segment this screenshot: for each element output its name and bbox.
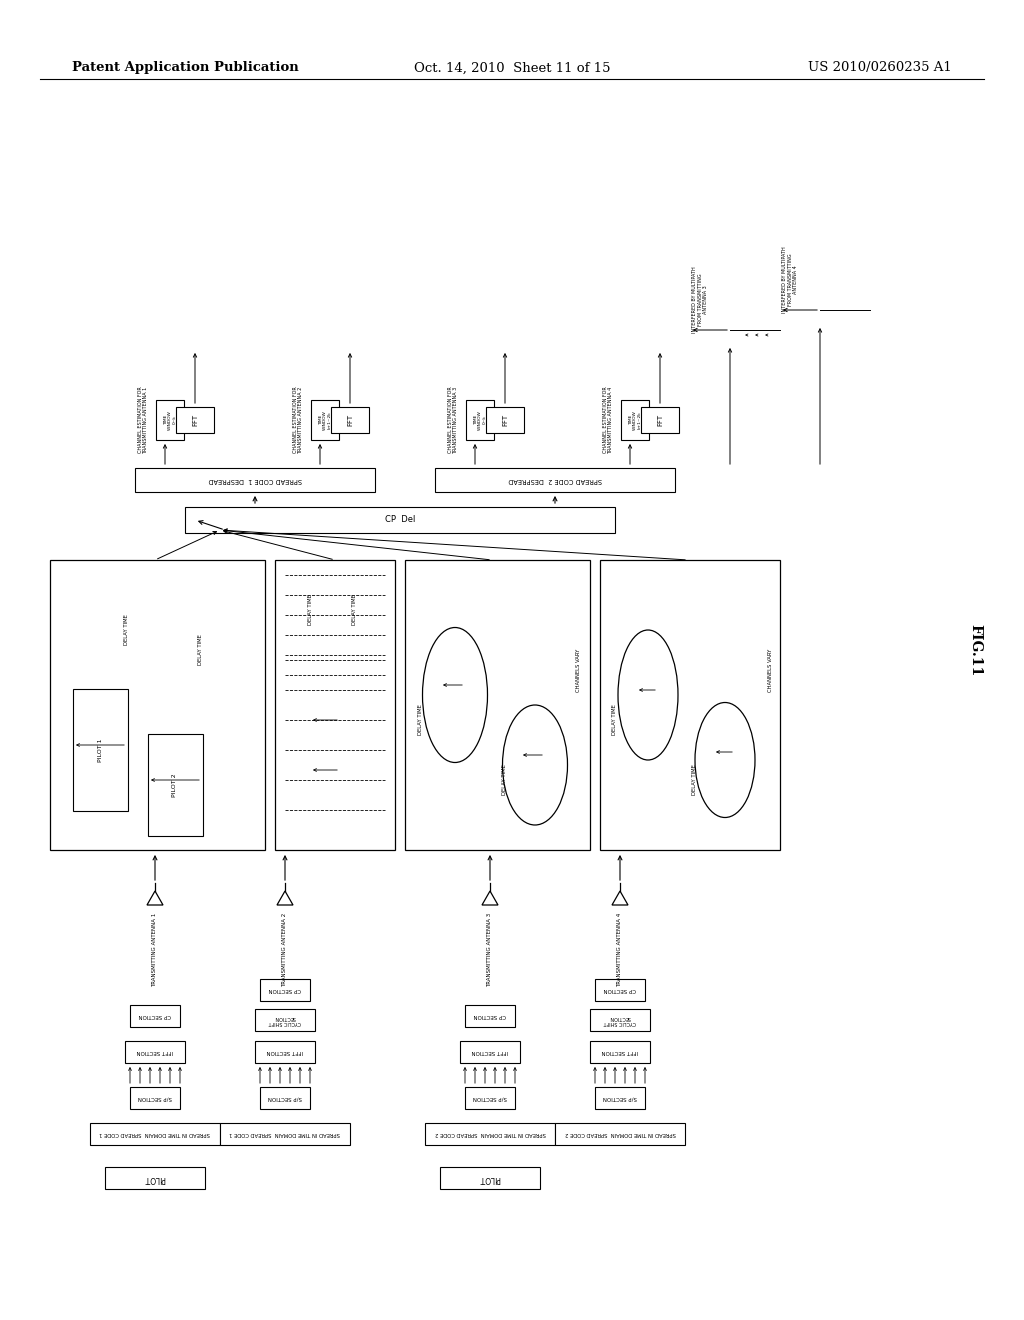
Text: S/P SECTION: S/P SECTION [603,1096,637,1101]
Text: FFT: FFT [502,414,508,426]
Bar [130,1086,180,1109]
Bar [465,1005,515,1027]
Text: DELAY TIME: DELAY TIME [307,594,312,626]
Text: SPREAD CODE 1  DESPREAD: SPREAD CODE 1 DESPREAD [208,477,302,483]
Text: CYCLIC SHIFT
SECTION: CYCLIC SHIFT SECTION [268,1015,301,1026]
Text: CP SECTION: CP SECTION [604,987,636,993]
Text: SPREAD IN TIME DOMAIN  SPREAD CODE 1: SPREAD IN TIME DOMAIN SPREAD CODE 1 [99,1131,211,1137]
Bar [460,1041,520,1063]
Text: Oct. 14, 2010  Sheet 11 of 15: Oct. 14, 2010 Sheet 11 of 15 [414,62,610,74]
Text: CHANNEL ESTIMATION FOR
TRANSMITTING ANTENNA 3: CHANNEL ESTIMATION FOR TRANSMITTING ANTE… [447,387,459,454]
Text: INTERFERED BY MULTIPATH
FROM TRANSMITTING
ANTENNA 3: INTERFERED BY MULTIPATH FROM TRANSMITTIN… [691,267,709,334]
Text: PILOT: PILOT [479,1173,501,1183]
Text: PILOT: PILOT [144,1173,166,1183]
Text: Patent Application Publication: Patent Application Publication [72,62,299,74]
Text: TRANSMITTING ANTENNA 4: TRANSMITTING ANTENNA 4 [617,913,623,987]
Bar [185,507,615,533]
Text: TRANSMITTING ANTENNA 1: TRANSMITTING ANTENNA 1 [153,913,158,987]
Bar [147,734,203,836]
Bar [130,1005,180,1027]
Text: CHANNELS VARY: CHANNELS VARY [768,648,772,692]
Text: CHANNEL ESTIMATION FOR
TRANSMITTING ANTENNA 1: CHANNEL ESTIMATION FOR TRANSMITTING ANTE… [137,387,148,454]
Bar [50,560,265,850]
Text: DELAY TIME: DELAY TIME [503,764,508,796]
Text: PILOT 1: PILOT 1 [97,738,102,762]
Bar [466,400,494,440]
Text: FFT: FFT [657,414,663,426]
Text: IFFT SECTION: IFFT SECTION [136,1049,173,1055]
Text: CP SECTION: CP SECTION [268,987,301,993]
Text: DELAY TIME: DELAY TIME [198,635,203,665]
Text: SPREAD IN TIME DOMAIN  SPREAD CODE 2: SPREAD IN TIME DOMAIN SPREAD CODE 2 [564,1131,676,1137]
Text: DELAY TIME: DELAY TIME [692,764,697,796]
Text: CYCLIC SHIFT
SECTION: CYCLIC SHIFT SECTION [604,1015,636,1026]
Text: TRANSMITTING ANTENNA 2: TRANSMITTING ANTENNA 2 [283,913,288,987]
Text: CHANNEL ESTIMATION FOR
TRANSMITTING ANTENNA 4: CHANNEL ESTIMATION FOR TRANSMITTING ANTE… [602,387,613,454]
Text: PILOT 2: PILOT 2 [172,774,177,797]
Bar [260,979,310,1001]
Bar [255,1008,315,1031]
Text: DELAY TIME: DELAY TIME [612,705,617,735]
Bar [311,400,339,440]
Text: SPREAD CODE 2  DESPREAD: SPREAD CODE 2 DESPREAD [508,477,602,483]
Bar [255,1041,315,1063]
Text: IFFT SECTION: IFFT SECTION [266,1049,303,1055]
Text: IFFT SECTION: IFFT SECTION [472,1049,508,1055]
Text: INTERFERED BY MULTIPATH
FROM TRANSMITTING
ANTENNA 4: INTERFERED BY MULTIPATH FROM TRANSMITTIN… [781,247,799,313]
Bar [260,1086,310,1109]
Bar [440,1167,540,1189]
Bar [590,1041,650,1063]
Bar [105,1167,205,1189]
Ellipse shape [423,627,487,763]
Text: CP  Del: CP Del [385,516,415,524]
Text: TIME
WINDOW
0~k: TIME WINDOW 0~k [474,411,486,430]
Text: TRANSMITTING ANTENNA 3: TRANSMITTING ANTENNA 3 [487,913,493,987]
Bar [621,400,649,440]
Bar [176,407,214,433]
Bar [486,407,524,433]
Bar [406,560,590,850]
Text: TIME
WINDOW
k+1~2k: TIME WINDOW k+1~2k [629,411,641,430]
Bar [595,1086,645,1109]
Bar [595,979,645,1001]
Bar [90,1123,220,1144]
Text: SPREAD IN TIME DOMAIN  SPREAD CODE 2: SPREAD IN TIME DOMAIN SPREAD CODE 2 [434,1131,546,1137]
Text: S/P SECTION: S/P SECTION [268,1096,302,1101]
Text: S/P SECTION: S/P SECTION [473,1096,507,1101]
Bar [590,1008,650,1031]
Text: FFT: FFT [347,414,353,426]
Bar [331,407,369,433]
Bar [220,1123,350,1144]
Bar [425,1123,555,1144]
Text: FFT: FFT [193,414,198,426]
Text: CHANNEL ESTIMATION FOR
TRANSMITTING ANTENNA 2: CHANNEL ESTIMATION FOR TRANSMITTING ANTE… [293,387,303,454]
Bar [156,400,184,440]
Text: CHANNELS VARY: CHANNELS VARY [575,648,581,692]
Bar [465,1086,515,1109]
Ellipse shape [618,630,678,760]
Bar [555,1123,685,1144]
Text: TIME
WINDOW
k+1~2k: TIME WINDOW k+1~2k [318,411,332,430]
Ellipse shape [695,702,755,817]
Bar [125,1041,185,1063]
Bar [275,560,395,850]
Text: IFFT SECTION: IFFT SECTION [602,1049,638,1055]
Ellipse shape [503,705,567,825]
Text: DELAY TIME: DELAY TIME [125,615,129,645]
Text: CP SECTION: CP SECTION [474,1014,506,1019]
Bar [135,469,375,492]
Bar [435,469,675,492]
Text: DELAY TIME: DELAY TIME [418,705,423,735]
Text: CP SECTION: CP SECTION [138,1014,171,1019]
Text: SPREAD IN TIME DOMAIN  SPREAD CODE 1: SPREAD IN TIME DOMAIN SPREAD CODE 1 [229,1131,341,1137]
Text: FIG.11: FIG.11 [968,624,982,676]
Text: TIME
WINDOW
0~k: TIME WINDOW 0~k [164,411,176,430]
Text: US 2010/0260235 A1: US 2010/0260235 A1 [808,62,952,74]
Bar [600,560,780,850]
Text: S/P SECTION: S/P SECTION [138,1096,172,1101]
Bar [641,407,679,433]
Text: DELAY TIME: DELAY TIME [352,594,357,626]
Bar [73,689,128,810]
